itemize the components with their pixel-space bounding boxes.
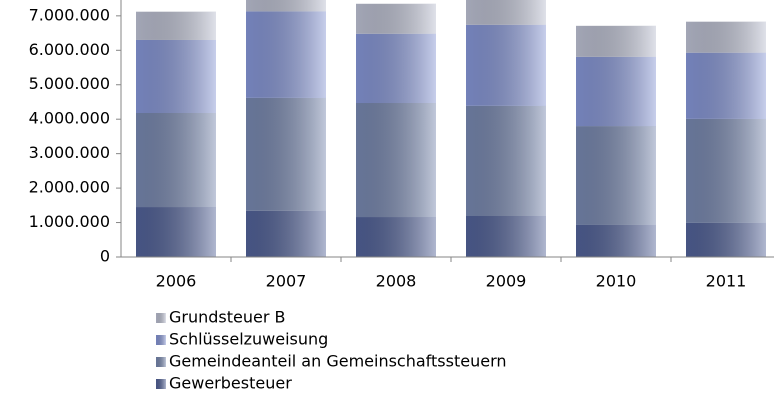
legend-swatch-shine (156, 357, 166, 367)
x-tick-label: 2009 (486, 272, 527, 291)
x-tick-label: 2011 (706, 272, 747, 291)
bar-shine (466, 0, 546, 25)
bar-shine (576, 25, 656, 57)
legend-label: Gewerbesteuer (169, 374, 292, 393)
x-tick-label: 2007 (266, 272, 307, 291)
bar-shine (686, 222, 766, 257)
bar-shine (576, 126, 656, 225)
bar-shine (466, 24, 546, 106)
legend-label: Gemeindeanteil an Gemeinschaftssteuern (169, 352, 507, 371)
legend-swatch-shine (156, 335, 166, 345)
y-tick-label: 7.000.000 (29, 5, 110, 24)
bar-shine (686, 118, 766, 223)
y-tick-label: 4.000.000 (29, 109, 110, 128)
x-tick-label: 2008 (376, 272, 417, 291)
bar-shine (576, 224, 656, 257)
y-tick-label: 0 (100, 247, 110, 266)
bar-shine (246, 210, 326, 257)
bar-shine (686, 21, 766, 53)
y-tick-label: 5.000.000 (29, 74, 110, 93)
bar-shine (356, 3, 436, 34)
bar-shine (246, 0, 326, 12)
bar-shine (136, 112, 216, 208)
legend-swatch-shine (156, 379, 166, 389)
y-tick-label: 6.000.000 (29, 40, 110, 59)
legend-label: Schlüsselzuweisung (169, 330, 328, 349)
y-tick-label: 3.000.000 (29, 143, 110, 162)
bar-shine (136, 11, 216, 40)
bar-shine (246, 11, 326, 98)
bar-shine (356, 33, 436, 104)
bar-shine (576, 56, 656, 127)
legend-swatch-shine (156, 313, 166, 323)
bar-shine (136, 39, 216, 113)
bar-shine (136, 207, 216, 257)
bar-shine (246, 97, 326, 211)
bar-shine (466, 216, 546, 257)
bar-shine (356, 217, 436, 257)
legend-label: Grundsteuer B (169, 308, 286, 327)
x-tick-label: 2006 (156, 272, 197, 291)
bar-shine (466, 105, 546, 217)
bar-shine (356, 103, 436, 218)
y-tick-label: 2.000.000 (29, 178, 110, 197)
bar-shine (686, 52, 766, 119)
x-tick-label: 2010 (596, 272, 637, 291)
y-tick-label: 1.000.000 (29, 212, 110, 231)
